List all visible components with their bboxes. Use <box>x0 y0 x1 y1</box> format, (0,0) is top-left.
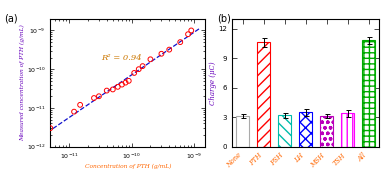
Point <box>126 79 132 82</box>
X-axis label: Concentration of PTH (g/mL): Concentration of PTH (g/mL) <box>84 164 171 169</box>
Point <box>71 110 77 113</box>
Point <box>119 83 125 86</box>
Point <box>147 58 154 61</box>
Point <box>47 127 53 130</box>
Point <box>77 103 83 106</box>
Point <box>104 89 110 92</box>
Text: R² = 0.94: R² = 0.94 <box>101 54 142 62</box>
Point <box>188 29 194 32</box>
Point <box>185 33 191 36</box>
Point <box>110 88 116 91</box>
Point <box>166 48 172 51</box>
Text: (a): (a) <box>4 13 17 23</box>
Point <box>91 96 97 99</box>
Point <box>115 85 121 88</box>
Y-axis label: Charge (μC): Charge (μC) <box>209 61 217 105</box>
Bar <box>236 116 249 147</box>
Point <box>140 65 146 68</box>
Bar <box>362 40 375 147</box>
Point <box>177 41 183 44</box>
Text: (b): (b) <box>217 13 231 23</box>
Bar <box>257 42 270 147</box>
Bar <box>320 116 333 147</box>
Bar <box>341 113 354 147</box>
Bar <box>299 112 312 147</box>
Point <box>131 71 137 74</box>
Point <box>135 68 142 71</box>
Point <box>96 95 102 98</box>
Y-axis label: Measured concentration of PTH (g/mL): Measured concentration of PTH (g/mL) <box>20 24 25 141</box>
Point <box>158 52 164 55</box>
Point <box>122 81 128 84</box>
Bar <box>278 115 291 147</box>
